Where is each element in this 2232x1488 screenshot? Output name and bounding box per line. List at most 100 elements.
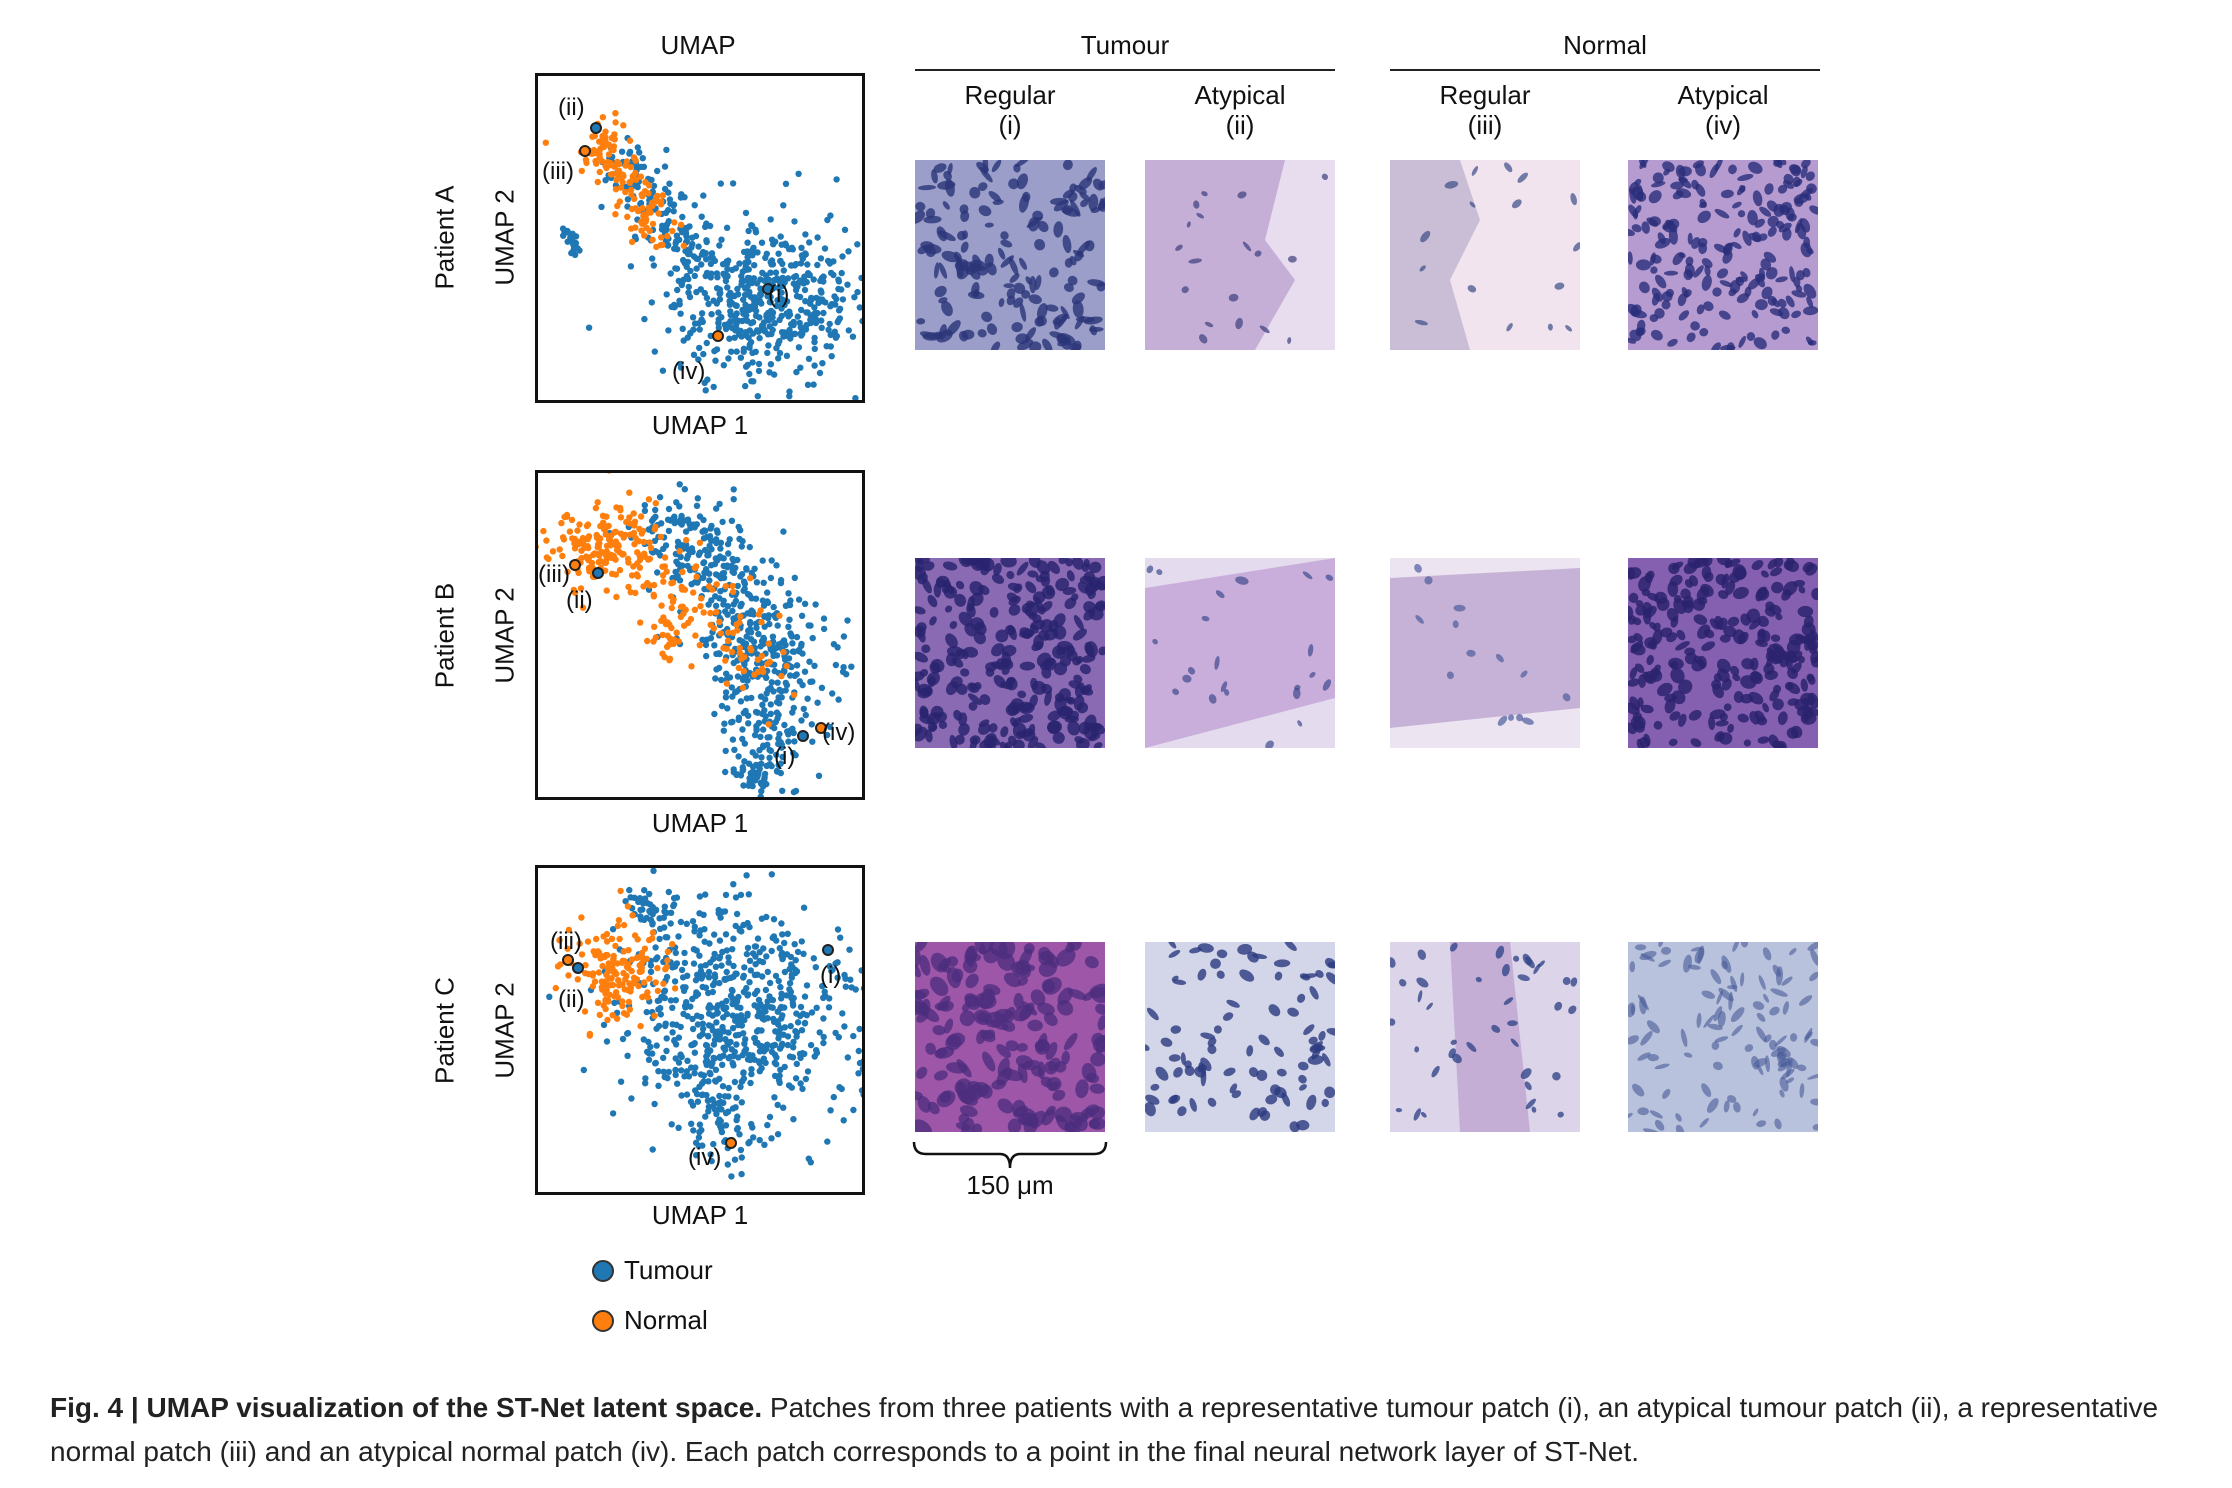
cell-nucleus <box>1284 942 1297 951</box>
scatter-point <box>729 180 737 187</box>
cell-nucleus <box>1265 1094 1278 1105</box>
scatter-point <box>835 317 842 324</box>
scatter-point <box>827 269 835 277</box>
scatter-point <box>716 953 724 961</box>
cell-nucleus <box>1740 271 1748 280</box>
cell-nucleus <box>1146 565 1154 574</box>
cell-nucleus <box>1804 563 1818 576</box>
scatter-point <box>807 622 814 629</box>
scatter-point <box>835 307 843 314</box>
scatter-point <box>794 313 801 320</box>
scatter-point <box>637 173 645 180</box>
scatter-point <box>705 1078 712 1085</box>
scatter-point <box>759 269 766 276</box>
cell-nucleus <box>1628 1112 1633 1120</box>
scatter-point <box>602 128 609 135</box>
cell-nucleus <box>1684 579 1693 588</box>
scatter-point <box>578 167 585 175</box>
scatter-point <box>710 1054 717 1062</box>
scatter-point <box>714 1107 721 1114</box>
cell-nucleus <box>1801 622 1816 637</box>
scatter-point <box>775 1035 782 1042</box>
scatter-point <box>685 1073 693 1080</box>
scatter-point <box>767 216 774 223</box>
cell-nucleus <box>1420 230 1431 243</box>
scatter-point <box>716 242 723 249</box>
scatter-point <box>665 218 672 225</box>
cell-nucleus <box>1507 1020 1518 1027</box>
scatter-point <box>698 261 705 268</box>
cell-nucleus <box>915 210 926 224</box>
scatter-point <box>629 912 636 919</box>
cell-nucleus <box>1416 977 1429 988</box>
scatter-point <box>661 554 669 561</box>
scatter-point <box>770 933 778 940</box>
cell-nucleus <box>988 190 1002 202</box>
scatter-point <box>538 544 539 550</box>
highlight-point-ii <box>592 567 604 579</box>
scatter-point <box>661 987 669 994</box>
scatter-point <box>792 1075 800 1082</box>
scatter-point <box>797 1080 804 1087</box>
scatter-point <box>696 539 704 546</box>
cell-nucleus <box>1069 183 1077 193</box>
cell-nucleus <box>1737 173 1754 182</box>
scatter-point <box>617 184 625 191</box>
scatter-point <box>646 539 653 546</box>
cell-nucleus <box>1068 680 1082 689</box>
scatter-point <box>647 544 655 552</box>
scatter-point <box>674 1080 681 1087</box>
scatter-point <box>603 930 611 938</box>
scatter-point <box>616 935 623 943</box>
scatter-point <box>654 192 661 200</box>
scatter-point <box>540 527 547 535</box>
cell-nucleus <box>1049 267 1059 278</box>
cell-nucleus <box>1390 1018 1396 1026</box>
scatter-point <box>747 1079 754 1087</box>
scatter-point <box>842 983 849 990</box>
cell-nucleus <box>1173 1067 1183 1078</box>
cell-nucleus <box>1075 1079 1089 1099</box>
cell-nucleus <box>1501 963 1510 977</box>
scatter-point <box>640 211 647 219</box>
cell-nucleus <box>1717 617 1728 631</box>
scatter-point <box>724 705 731 712</box>
scatter-point <box>713 346 721 353</box>
cell-nucleus <box>1803 306 1818 316</box>
cell-nucleus <box>932 1025 946 1036</box>
scatter-point <box>768 257 776 264</box>
scatter-point <box>663 291 670 298</box>
scatter-point <box>618 148 626 155</box>
cell-nucleus <box>968 693 982 706</box>
scatter-point <box>772 269 780 276</box>
cell-nucleus <box>1208 694 1217 704</box>
scatter-point <box>768 236 776 243</box>
scatter-point <box>692 1064 699 1071</box>
scatter-point <box>793 1060 800 1068</box>
cell-nucleus <box>1649 1110 1663 1119</box>
scatter-point <box>620 122 627 129</box>
scatter-point <box>732 1017 739 1024</box>
scatter-point <box>711 950 718 958</box>
cell-nucleus <box>1003 283 1015 289</box>
cell-nucleus <box>1504 162 1513 173</box>
cell-nucleus <box>915 989 927 999</box>
scatter-point <box>740 345 748 352</box>
scatter-point <box>576 940 583 947</box>
scatter-point <box>833 295 840 303</box>
cell-nucleus <box>986 735 1001 746</box>
scatter-point <box>600 1021 608 1029</box>
scatter-point <box>790 318 797 326</box>
patch-c-normal-atypical <box>1628 942 1818 1132</box>
scatter-point <box>709 1027 716 1034</box>
scatter-point <box>798 938 805 945</box>
scatter-point <box>679 562 686 569</box>
cell-nucleus <box>1444 180 1459 189</box>
scatter-point <box>693 265 700 272</box>
scatter-point <box>664 948 672 955</box>
scatter-point <box>798 612 806 619</box>
cell-nucleus <box>915 201 926 212</box>
scatter-point <box>594 541 602 548</box>
cell-nucleus <box>1776 220 1785 229</box>
scatter-point <box>757 285 764 292</box>
